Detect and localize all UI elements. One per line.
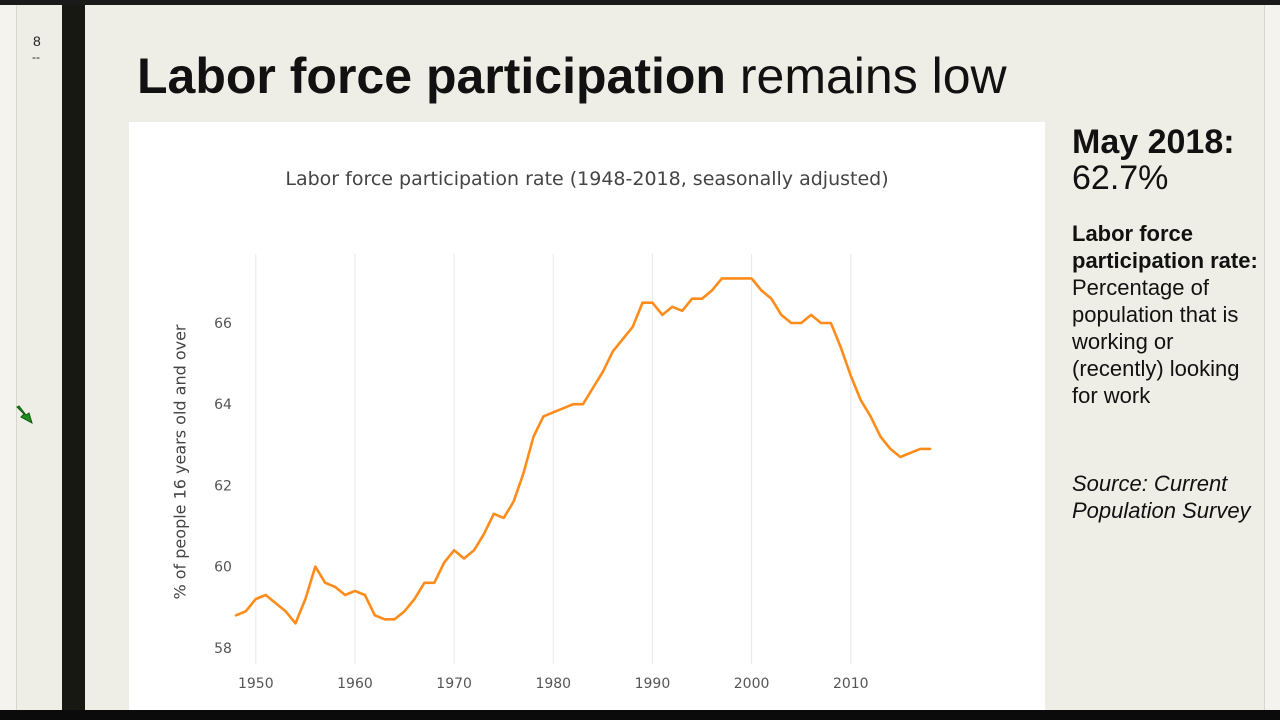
x-tick-label: 1980	[535, 676, 571, 692]
x-tick-label: 2000	[734, 676, 770, 692]
bottom-border	[0, 710, 1280, 720]
x-tick-label: 1950	[238, 676, 274, 692]
stat-label: May 2018:	[1072, 123, 1235, 161]
slide-title: Labor force participation remains low	[137, 46, 1007, 106]
sidebar: May 2018: 62.7% Labor force participatio…	[1072, 124, 1262, 524]
x-tick-label: 1970	[436, 676, 472, 692]
x-tick-label: 2010	[833, 676, 869, 692]
top-border	[0, 0, 1280, 5]
y-tick-label: 60	[214, 560, 232, 576]
stat-value: 62.7%	[1072, 159, 1169, 197]
slide-number: 8	[33, 33, 41, 49]
source-note: Source: Current Population Survey	[1072, 471, 1251, 523]
slide-marker: --	[32, 50, 40, 64]
slide-title-rest: remains low	[739, 48, 1007, 104]
slide-accent-bar	[62, 5, 85, 710]
slide-title-bold: Labor force participation	[137, 48, 726, 104]
y-tick-label: 66	[214, 316, 232, 332]
chart-panel: Labor force participation rate (1948-201…	[129, 122, 1045, 710]
y-tick-label: 58	[214, 641, 232, 657]
y-axis-label: % of people 16 years old and over	[170, 324, 190, 600]
series-line	[234, 277, 932, 625]
definition-text: Percentage of population that is working…	[1072, 275, 1240, 408]
right-margin	[1264, 5, 1280, 710]
left-margin	[0, 5, 17, 710]
y-tick-label: 62	[214, 478, 232, 494]
x-tick-label: 1960	[337, 676, 373, 692]
definition-term: Labor force participation rate:	[1072, 221, 1258, 273]
chart-title: Labor force participation rate (1948-201…	[285, 168, 889, 190]
green-pointer-icon	[16, 405, 33, 425]
x-tick-label: 1990	[635, 676, 671, 692]
y-tick-label: 64	[214, 397, 232, 413]
